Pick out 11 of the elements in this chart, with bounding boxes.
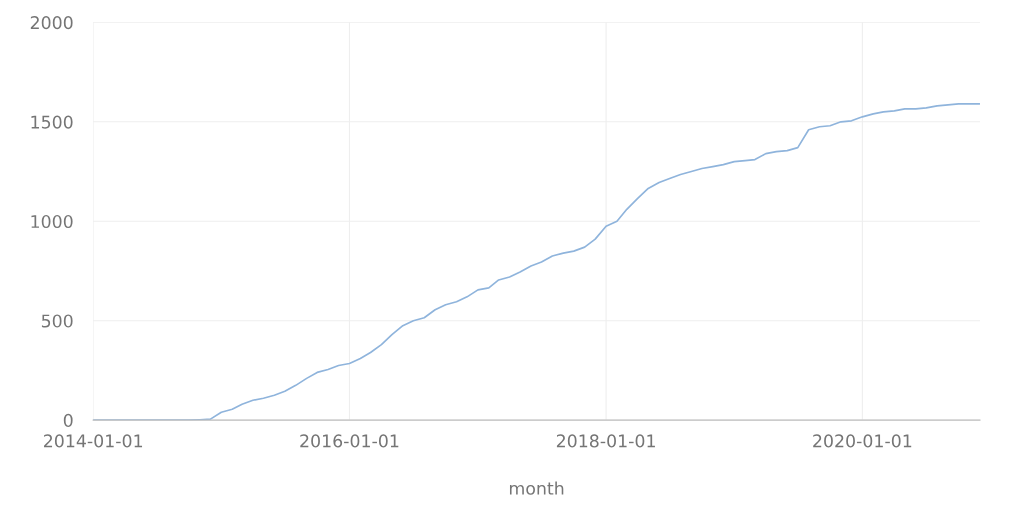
- x-axis-title: month: [509, 481, 564, 495]
- y-tick-label: 2000: [30, 16, 73, 30]
- y-tick-label: 1500: [31, 115, 73, 129]
- x-tick-label: 2020-01-01: [813, 434, 912, 448]
- y-tick-label: 500: [41, 314, 73, 328]
- y-tick-label: 1000: [31, 214, 73, 229]
- y-tick-label: 0: [63, 413, 73, 427]
- line-series: [93, 103, 980, 421]
- x-tick-label: 2014-01-01: [44, 434, 143, 448]
- x-tick-label: 2018-01-01: [556, 434, 655, 448]
- x-tick-label: 2016-01-01: [300, 434, 399, 448]
